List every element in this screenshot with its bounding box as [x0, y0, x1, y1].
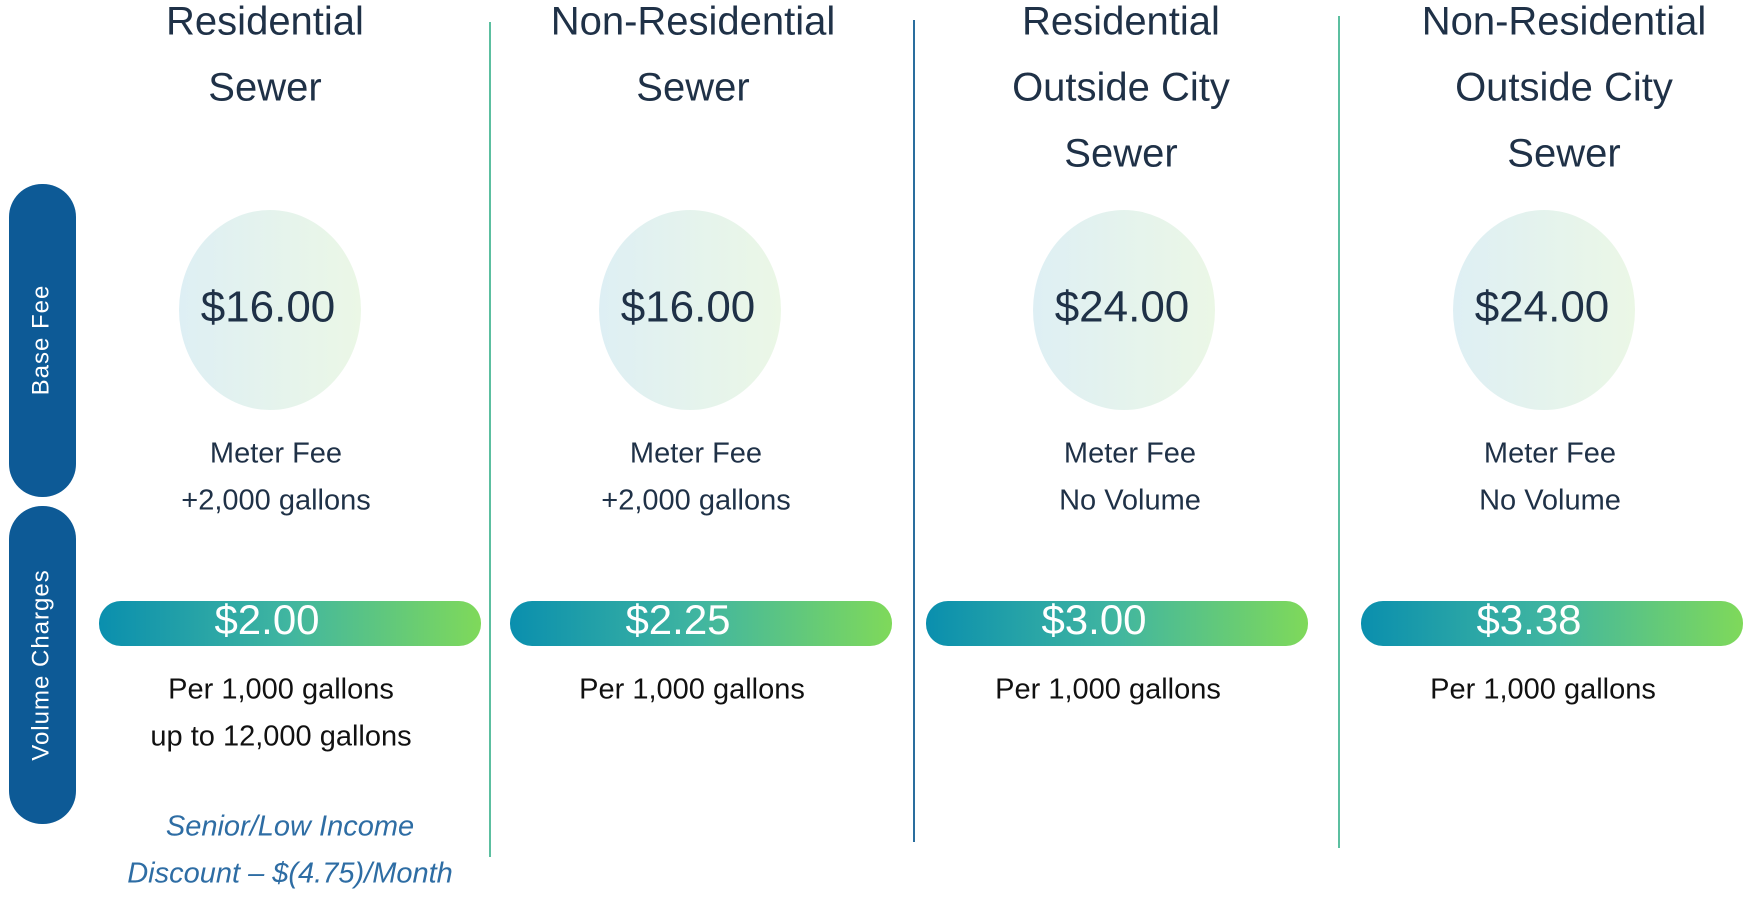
base-fee: $24.00 [1475, 283, 1610, 332]
base-note: Meter Fee [1484, 438, 1616, 470]
base-note: +2,000 gallons [181, 485, 370, 517]
column-title: Outside City [1455, 66, 1673, 110]
base-fee: $16.00 [201, 283, 336, 332]
fee-circle [1453, 210, 1635, 410]
volume-charge: $2.25 [625, 596, 730, 643]
fee-circle [179, 210, 361, 410]
column-title: Non-Residential [1422, 0, 1707, 44]
volume-note: Per 1,000 gallons [995, 674, 1221, 706]
volume-note: Per 1,000 gallons [579, 674, 805, 706]
column-title: Non-Residential [551, 0, 836, 44]
volume-pill [510, 601, 892, 646]
base-note: No Volume [1059, 485, 1201, 517]
column-title: Sewer [1507, 132, 1620, 176]
side-label: Base Fee [27, 285, 54, 396]
side-label: Volume Charges [27, 569, 54, 760]
volume-note: Per 1,000 gallons [1430, 674, 1656, 706]
column-title: Residential [166, 0, 364, 44]
discount-text: Discount – $(4.75)/Month [127, 858, 453, 890]
base-fee: $24.00 [1055, 283, 1190, 332]
volume-charge: $3.00 [1041, 596, 1146, 643]
base-note: +2,000 gallons [601, 485, 790, 517]
column-title: Sewer [1064, 132, 1177, 176]
volume-charge: $3.38 [1476, 596, 1581, 643]
volume-note: up to 12,000 gallons [150, 721, 411, 753]
column-title: Sewer [636, 66, 749, 110]
column-title: Residential [1022, 0, 1220, 44]
fee-circle [599, 210, 781, 410]
volume-note: Per 1,000 gallons [168, 674, 394, 706]
volume-pill [1361, 601, 1743, 646]
volume-pill [926, 601, 1308, 646]
base-note: Meter Fee [1064, 438, 1196, 470]
side-pill [9, 184, 76, 497]
base-note: Meter Fee [630, 438, 762, 470]
column-title: Sewer [208, 66, 321, 110]
base-note: No Volume [1479, 485, 1621, 517]
discount-text: Senior/Low Income [166, 811, 414, 843]
column-title: Outside City [1012, 66, 1230, 110]
volume-charge: $2.00 [214, 596, 319, 643]
base-note: Meter Fee [210, 438, 342, 470]
base-fee: $16.00 [621, 283, 756, 332]
fee-circle [1033, 210, 1215, 410]
side-pill [9, 506, 76, 824]
volume-pill [99, 601, 481, 646]
